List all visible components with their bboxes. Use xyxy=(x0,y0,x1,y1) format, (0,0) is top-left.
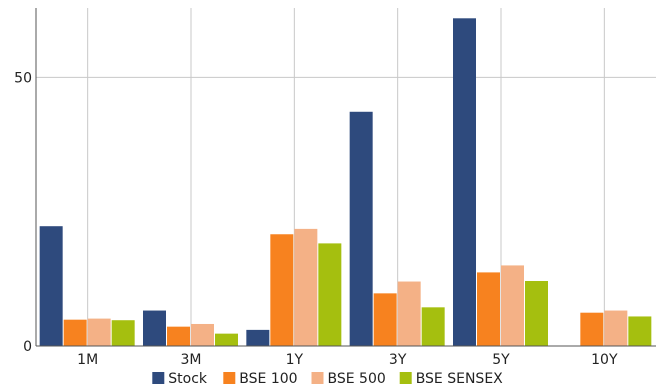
x-tick-label-1Y: 1Y xyxy=(286,352,304,368)
bar-stock-1M xyxy=(39,226,63,346)
bar-bse-100-1Y xyxy=(270,234,294,346)
legend-label-stock: Stock xyxy=(168,371,208,387)
x-tick-label-1M: 1M xyxy=(77,352,98,368)
bar-stock-3M xyxy=(143,310,166,346)
bar-bse-500-3Y xyxy=(397,281,421,346)
bar-bse-sensex-3Y xyxy=(421,307,445,346)
y-tick-label-0: 0 xyxy=(23,339,32,355)
bar-bse-sensex-10Y xyxy=(628,316,652,346)
grid-layer xyxy=(36,8,656,346)
bar-bse-sensex-5Y xyxy=(525,280,548,346)
legend-swatch-stock xyxy=(152,372,165,384)
legend: Stock BSE 100 BSE 500 BSE SENSEX xyxy=(152,371,503,387)
bar-bse-100-1M xyxy=(63,319,87,346)
bar-stock-1Y xyxy=(246,329,270,346)
legend-swatch-bse-500 xyxy=(311,372,324,384)
bar-bse-500-5Y xyxy=(501,265,524,346)
axis-layer: 0 50 1M 3M 1Y 3Y 5Y 10Y xyxy=(14,8,656,368)
x-tick-label-10Y: 10Y xyxy=(591,352,618,368)
bar-stock-5Y xyxy=(453,18,476,347)
legend-label-bse-100: BSE 100 xyxy=(239,371,297,387)
legend-label-bse-sensex: BSE SENSEX xyxy=(416,371,503,387)
bar-bse-100-3M xyxy=(167,326,190,346)
bar-bse-100-3Y xyxy=(373,293,397,346)
bars-layer xyxy=(39,18,652,347)
x-tick-label-3M: 3M xyxy=(181,352,202,368)
x-tick-label-3Y: 3Y xyxy=(389,352,407,368)
bar-bse-500-1M xyxy=(87,318,111,346)
bar-bse-500-1Y xyxy=(294,228,318,346)
legend-label-bse-500: BSE 500 xyxy=(328,371,386,387)
bar-bse-sensex-1Y xyxy=(318,243,342,346)
bar-bse-100-10Y xyxy=(580,312,604,346)
bar-bse-100-5Y xyxy=(477,272,500,346)
legend-swatch-bse-sensex xyxy=(399,372,412,384)
y-tick-label-50: 50 xyxy=(14,70,32,86)
bar-stock-3Y xyxy=(349,111,373,346)
bar-bse-500-3M xyxy=(191,323,214,346)
bar-bse-sensex-3M xyxy=(215,333,238,346)
x-tick-label-5Y: 5Y xyxy=(492,352,510,368)
bar-bse-sensex-1M xyxy=(111,320,135,346)
legend-swatch-bse-100 xyxy=(223,372,236,384)
bar-bse-500-10Y xyxy=(604,310,628,346)
